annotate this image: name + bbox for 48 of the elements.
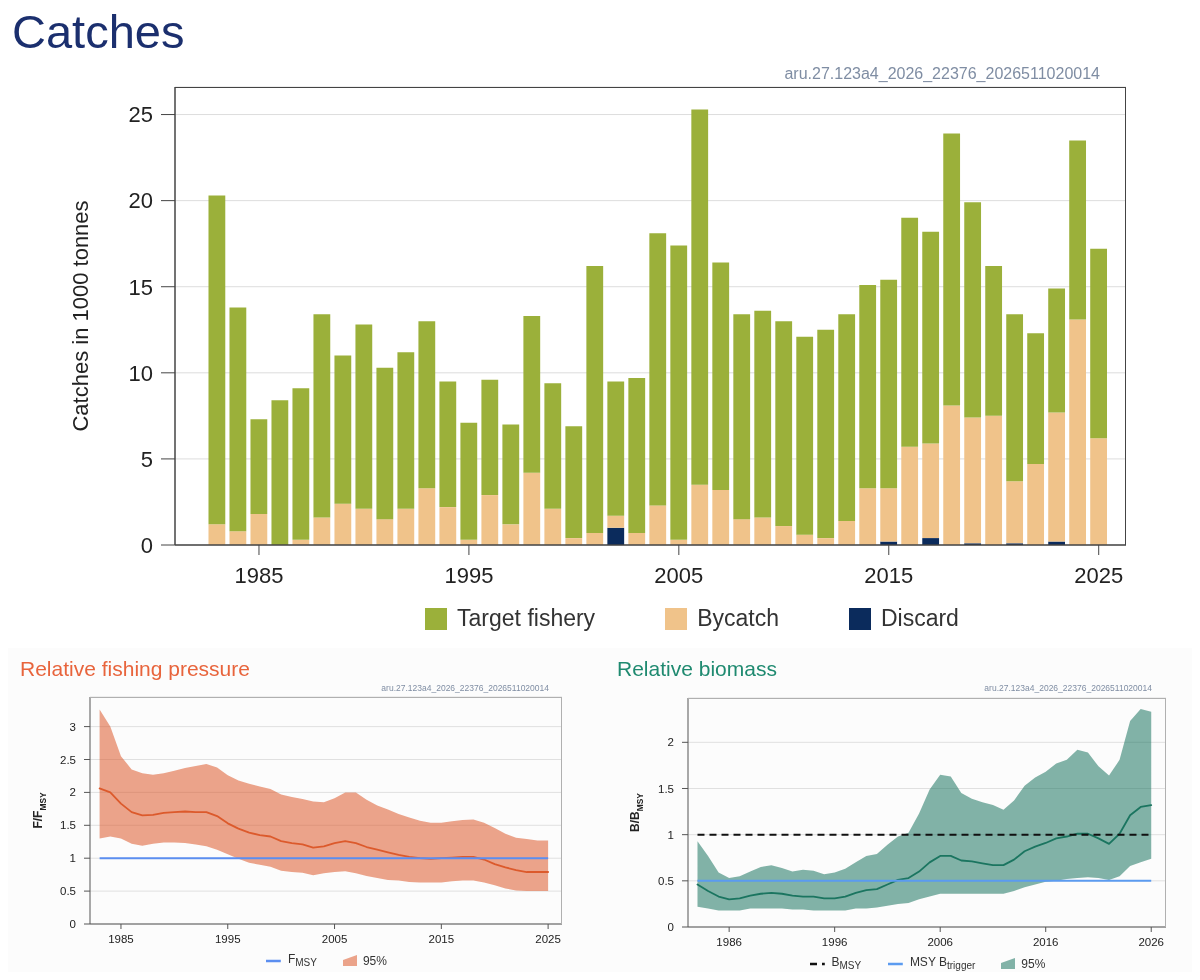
y-tick-label: 2	[69, 786, 76, 799]
x-tick-label: 2025	[1074, 562, 1124, 588]
y-tick-label: 0	[69, 918, 76, 931]
x-tick-label: 1995	[214, 933, 241, 946]
y-tick-label: 2	[667, 736, 674, 749]
x-tick-label: 1985	[234, 562, 284, 588]
y-tick-label: 0.5	[658, 874, 674, 887]
x-tick-label: 2026	[1138, 936, 1165, 949]
y-tick-label: 0	[667, 921, 674, 934]
x-tick-label: 2015	[428, 933, 455, 946]
x-tick-label: 2025	[535, 933, 561, 946]
y-tick-label: 5	[140, 446, 153, 472]
chart-title: Relative fishing pressure	[20, 657, 250, 682]
y-tick-label: 25	[128, 102, 153, 128]
y-tick-label: 3	[69, 720, 76, 733]
x-tick-label: 2005	[654, 562, 704, 588]
legend-label: B$_{MSY}$	[831, 955, 862, 973]
y-tick-label: 10	[128, 360, 153, 386]
legend-label: F$_{MSY}$	[287, 952, 317, 970]
x-tick-label: 2016	[1032, 936, 1059, 949]
text: aru.27.123a4_2026_22376_2026511020014	[381, 683, 549, 694]
legend-label: MSY B$_{trigger}$	[909, 955, 976, 973]
legend-label: 95%	[1021, 956, 1046, 971]
y-tick-label: 1	[667, 828, 674, 841]
legend-label: Target fishery	[457, 605, 596, 633]
legend-label: 95%	[362, 953, 387, 968]
text: aru.27.123a4_2026_22376_2026511020014	[784, 64, 1100, 84]
y-tick-label: 15	[128, 274, 153, 300]
x-tick-label: 2005	[321, 933, 348, 946]
x-tick-label: 1996	[821, 936, 848, 949]
x-tick-label: 1986	[716, 936, 742, 949]
y-tick-label: 1.5	[658, 782, 674, 795]
text: aru.27.123a4_2026_22376_2026511020014	[984, 683, 1152, 694]
y-tick-label: 2.5	[60, 753, 76, 766]
y-tick-label: 0.5	[60, 885, 76, 898]
y-tick-label: 1	[69, 852, 76, 865]
legend-label: Discard	[880, 605, 959, 633]
x-tick-label: 2015	[864, 562, 914, 588]
legend-label: Bycatch	[697, 605, 779, 633]
y-tick-label: 20	[128, 188, 153, 214]
x-tick-label: 1995	[444, 562, 494, 588]
y-axis-title: Catches in 1000 tonnes	[67, 200, 93, 432]
x-tick-label: 1985	[108, 933, 134, 946]
y-tick-label: 0	[140, 532, 153, 558]
chart-title: Relative biomass	[617, 657, 777, 682]
y-tick-label: 1.5	[60, 819, 76, 832]
x-tick-label: 2006	[927, 936, 953, 949]
chart-title: Catches	[12, 5, 185, 60]
